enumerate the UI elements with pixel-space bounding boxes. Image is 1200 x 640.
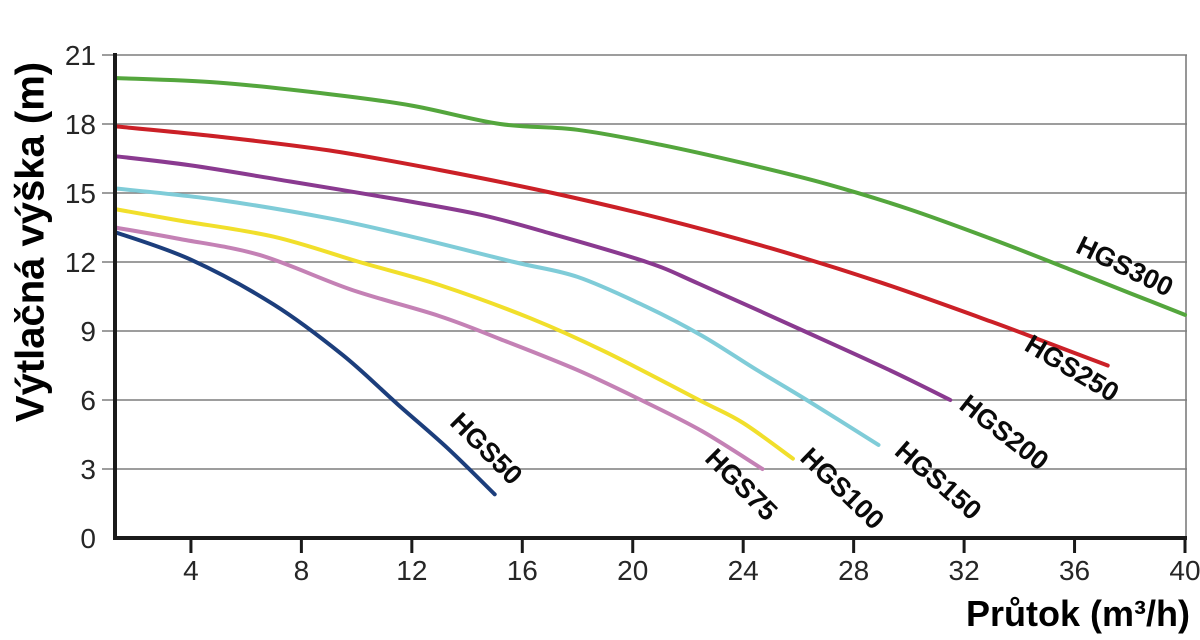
x-tick-label-20: 20 — [617, 555, 648, 586]
curve-hgs250 — [113, 124, 1110, 368]
x-tick-label-32: 32 — [949, 555, 980, 586]
curve-hgs200 — [113, 154, 953, 402]
x-tick-label-40: 40 — [1169, 555, 1200, 586]
x-tick-label-28: 28 — [838, 555, 869, 586]
curve-label-hgs100: HGS100 — [795, 442, 890, 536]
curve-label-hgs250: HGS250 — [1020, 329, 1124, 408]
curve-label-hgs50: HGS50 — [444, 407, 528, 491]
x-axis-title: Průtok (m³/h) — [966, 593, 1190, 634]
x-tick-label-4: 4 — [183, 555, 199, 586]
y-axis-title: Výtlačná výška (m) — [8, 61, 53, 423]
x-tick-label-12: 12 — [396, 555, 427, 586]
x-tick-label-24: 24 — [728, 555, 759, 586]
y-tick-label-18: 18 — [65, 109, 96, 140]
x-tick-label-36: 36 — [1059, 555, 1090, 586]
curve-hgs100 — [113, 207, 795, 461]
curve-label-hgs150: HGS150 — [889, 435, 987, 526]
x-tick-label-8: 8 — [294, 555, 310, 586]
curve-hgs300 — [113, 76, 1187, 317]
curve-hgs50 — [113, 230, 497, 497]
y-tick-label-0: 0 — [80, 523, 96, 554]
x-tick-label-16: 16 — [507, 555, 538, 586]
curve-hgs75 — [113, 225, 765, 471]
y-tick-label-3: 3 — [80, 454, 96, 485]
y-tick-label-15: 15 — [65, 178, 96, 209]
curve-label-hgs200: HGS200 — [954, 389, 1054, 476]
y-tick-label-12: 12 — [65, 247, 96, 278]
y-tick-label-21: 21 — [65, 40, 96, 71]
y-tick-label-9: 9 — [80, 316, 96, 347]
y-tick-label-6: 6 — [80, 385, 96, 416]
curve-hgs150 — [113, 186, 881, 447]
